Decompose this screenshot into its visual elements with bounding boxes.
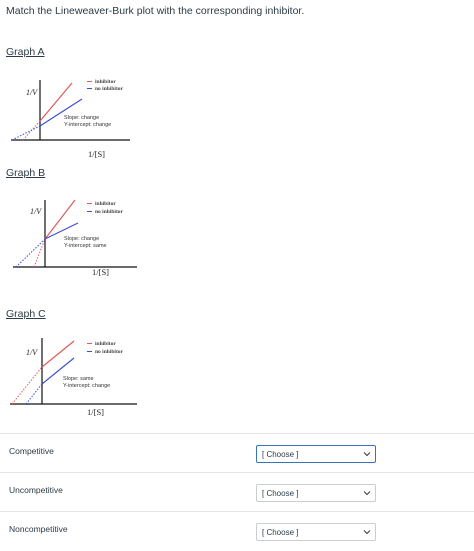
match-row-uncompetitive: Uncompetitive [ Choose ]	[0, 472, 474, 512]
graph-a-no-inhibitor-extrapolation	[11, 125, 41, 141]
graph-c-no-inhibitor-line	[41, 357, 75, 385]
graph-a-legend-no-inhibitor: no inhibitor	[87, 86, 123, 92]
match-row-competitive: Competitive [ Choose ]	[0, 433, 474, 473]
graph-b-no-inhibitor-extrapolation	[15, 238, 46, 268]
graph-b-y-label: 1/V	[30, 207, 42, 216]
graph-b-plot: 1/V 1/[S] inhibitor no inhibitor Slope: …	[0, 180, 200, 305]
graph-c-title: Graph C	[6, 308, 46, 320]
noncompetitive-select-value: [ Choose ]	[262, 528, 299, 537]
match-label-noncompetitive: Noncompetitive	[9, 524, 68, 534]
competitive-select-value: [ Choose ]	[262, 450, 299, 459]
graph-a-title: Graph A	[6, 46, 45, 58]
question-prompt: Match the Lineweaver-Burk plot with the …	[6, 5, 305, 17]
graph-b-inhibitor-extrapolation	[33, 238, 46, 268]
graph-b-inhibitor-line	[44, 199, 76, 240]
match-label-uncompetitive: Uncompetitive	[9, 485, 63, 495]
blue-dash-icon	[87, 211, 92, 213]
graph-a-no-inhibitor-line	[39, 98, 83, 127]
red-dash-icon	[87, 343, 92, 345]
uncompetitive-select-value: [ Choose ]	[262, 489, 299, 498]
graph-c-legend-no-inhibitor: no inhibitor	[87, 349, 123, 355]
graph-c-inhibitor-extrapolation	[11, 366, 43, 405]
graph-c-svg	[10, 338, 137, 405]
red-dash-icon	[87, 203, 92, 205]
uncompetitive-select[interactable]: [ Choose ]	[256, 484, 376, 502]
chevron-down-icon	[363, 530, 371, 535]
graph-c-y-label: 1/V	[26, 348, 38, 357]
graph-c-note: Slope: same Y-intercept: change	[63, 376, 111, 389]
chevron-down-icon	[363, 452, 371, 457]
graph-b-legend-no-inhibitor: no inhibitor	[87, 209, 123, 215]
graph-a-y-label: 1/V	[26, 88, 38, 97]
graph-c-x-label: 1/[S]	[87, 407, 104, 417]
graph-c-inhibitor-line	[41, 340, 75, 368]
graph-b-legend-inhibitor: inhibitor	[87, 201, 116, 207]
blue-dash-icon	[87, 351, 92, 353]
graph-c-legend-inhibitor: inhibitor	[87, 341, 116, 347]
noncompetitive-select[interactable]: [ Choose ]	[256, 523, 376, 541]
graph-a-inhibitor-line	[39, 82, 73, 122]
graph-b-x-label: 1/[S]	[92, 267, 109, 277]
red-dash-icon	[87, 81, 92, 83]
graph-a-x-label: 1/[S]	[88, 149, 105, 159]
competitive-select[interactable]: [ Choose ]	[256, 445, 376, 463]
graph-a-note: Slope: change Y-intercept: change	[64, 115, 112, 128]
graph-b-svg	[13, 199, 137, 268]
graph-b-note: Slope: change Y-intercept: same	[64, 236, 107, 249]
graph-a-plot: 1/V 1/[S] inhibitor no inhibitor Slope: …	[0, 58, 200, 183]
graph-a-svg	[11, 80, 130, 141]
graph-c-no-inhibitor-extrapolation	[25, 383, 43, 405]
match-label-competitive: Competitive	[9, 446, 54, 456]
graph-b-no-inhibitor-line	[44, 222, 79, 240]
graph-c-plot: 1/V 1/[S] inhibitor no inhibitor Slope: …	[0, 320, 200, 445]
graph-a-legend-inhibitor: inhibitor	[87, 79, 116, 85]
blue-dash-icon	[87, 88, 92, 90]
chevron-down-icon	[363, 491, 371, 496]
match-row-noncompetitive: Noncompetitive [ Choose ]	[0, 511, 474, 551]
graph-b-title: Graph B	[6, 167, 46, 179]
